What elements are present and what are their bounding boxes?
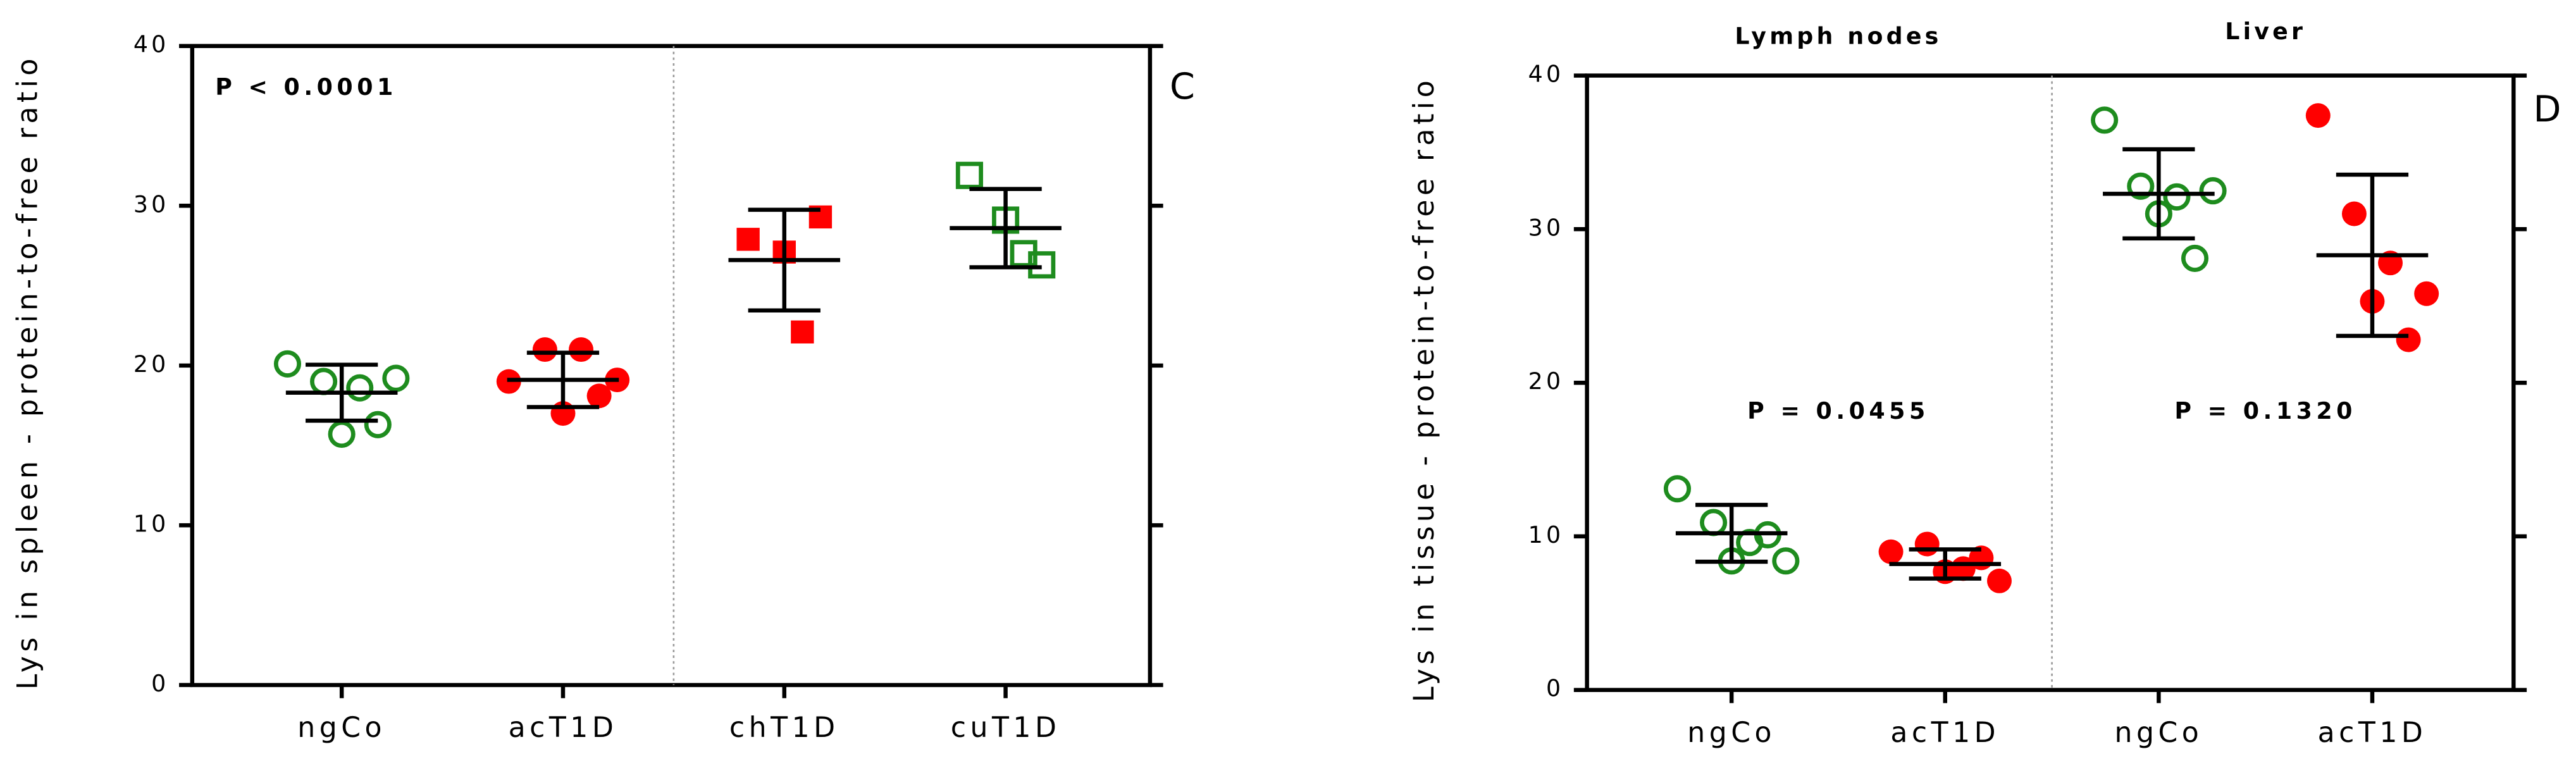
plot-frame <box>1585 73 2516 692</box>
data-point <box>586 383 612 409</box>
y-tick-label: 10 <box>1528 521 1564 548</box>
x-tick-label: ngCo <box>297 712 386 744</box>
data-point <box>2199 177 2227 205</box>
data-point <box>532 337 557 362</box>
x-tick-label: cuT1D <box>951 712 1061 744</box>
data-point <box>2181 244 2209 272</box>
y-tick-label: 30 <box>1528 214 1564 241</box>
data-point <box>569 337 594 362</box>
y-tick-label: 40 <box>1528 60 1564 87</box>
data-point <box>364 411 392 438</box>
data-point <box>273 350 302 378</box>
x-tick-label: chT1D <box>729 712 839 744</box>
data-point <box>1772 547 1800 575</box>
x-tick-label: acT1D <box>509 712 618 744</box>
data-point <box>2414 281 2439 306</box>
data-point <box>328 420 356 448</box>
data-point <box>2163 183 2191 211</box>
y-tick-label: 0 <box>151 670 169 697</box>
x-tick-label: ngCo <box>2114 717 2203 749</box>
panel-label: C <box>1170 66 1195 108</box>
data-point <box>2091 106 2119 134</box>
y-axis-label: Lys in tissue - protein-to-free ratio <box>1408 77 1440 702</box>
y-tick-label: 0 <box>1546 675 1564 702</box>
y-tick-label: 40 <box>133 31 170 58</box>
data-point <box>1986 568 2012 593</box>
data-point <box>736 228 760 251</box>
annotation: P = 0.0455 <box>1747 397 1929 424</box>
data-point <box>1878 539 1904 564</box>
y-tick-label: 20 <box>1528 368 1564 395</box>
y-tick-label: 10 <box>133 510 170 537</box>
data-point <box>955 161 984 189</box>
panel: 0 10 20 30 40 Lys in spleen - protein-to-free… <box>12 31 1195 744</box>
group-label: Liver <box>2225 18 2306 45</box>
data-point <box>1663 475 1692 503</box>
x-tick-label: acT1D <box>2318 717 2427 749</box>
y-tick-label: 30 <box>133 190 170 218</box>
x-tick-label: ngCo <box>1687 717 1776 749</box>
data-point <box>2396 327 2421 352</box>
data-point <box>1914 531 1940 557</box>
data-point <box>2305 103 2331 128</box>
annotation: P < 0.0001 <box>215 73 397 101</box>
y-tick-label: 20 <box>133 350 170 378</box>
data-point <box>791 320 814 343</box>
group-label: Lymph nodes <box>1735 23 1941 50</box>
data-point <box>2341 201 2367 226</box>
data-point <box>382 364 410 392</box>
data-point <box>1700 509 1728 536</box>
annotation: P = 0.1320 <box>2174 397 2356 424</box>
y-axis-label: Lys in spleen - protein-to-free ratio <box>12 54 44 690</box>
x-tick-label: acT1D <box>1890 717 2000 749</box>
data-point <box>2127 172 2155 200</box>
panel: 0 10 20 30 40 Lys in tissue - protein-to-free… <box>1408 18 2561 749</box>
data-point <box>310 368 338 395</box>
panel-label: D <box>2533 89 2561 130</box>
data-point <box>346 374 374 402</box>
data-point <box>1010 240 1037 268</box>
